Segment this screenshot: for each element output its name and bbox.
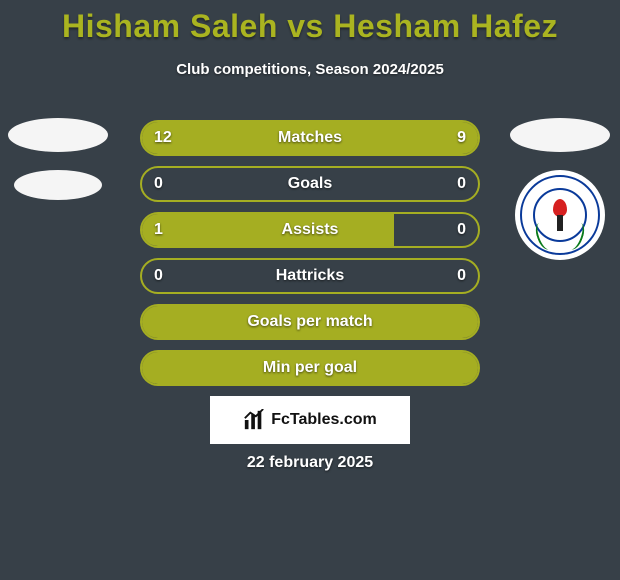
stat-bar: Min per goal: [140, 350, 480, 386]
player-left-badges: [8, 118, 108, 200]
stat-bar: 10Assists: [140, 212, 480, 248]
badge-oval: [8, 118, 108, 152]
bar-label: Assists: [142, 214, 478, 246]
badge-oval: [510, 118, 610, 152]
bar-label: Goals: [142, 168, 478, 200]
bar-label: Min per goal: [142, 352, 478, 384]
brand-text: FcTables.com: [271, 411, 377, 429]
chart-icon: [243, 409, 265, 431]
bar-label: Goals per match: [142, 306, 478, 338]
stat-bar: 00Hattricks: [140, 258, 480, 294]
page-title: Hisham Saleh vs Hesham Hafez: [0, 0, 620, 45]
stat-bar: Goals per match: [140, 304, 480, 340]
stat-bar: 129Matches: [140, 120, 480, 156]
bar-label: Hattricks: [142, 260, 478, 292]
subtitle: Club competitions, Season 2024/2025: [0, 61, 620, 78]
stat-bar: 00Goals: [140, 166, 480, 202]
brand-badge: FcTables.com: [210, 396, 410, 444]
badge-oval: [14, 170, 102, 200]
comparison-bars: 129Matches 00Goals 10Assists 00Hattricks Goa…: [140, 120, 480, 396]
bar-label: Matches: [142, 122, 478, 154]
club-emblem: [515, 170, 605, 260]
date-text: 22 february 2025: [0, 454, 620, 472]
player-right-badges: [510, 118, 610, 260]
